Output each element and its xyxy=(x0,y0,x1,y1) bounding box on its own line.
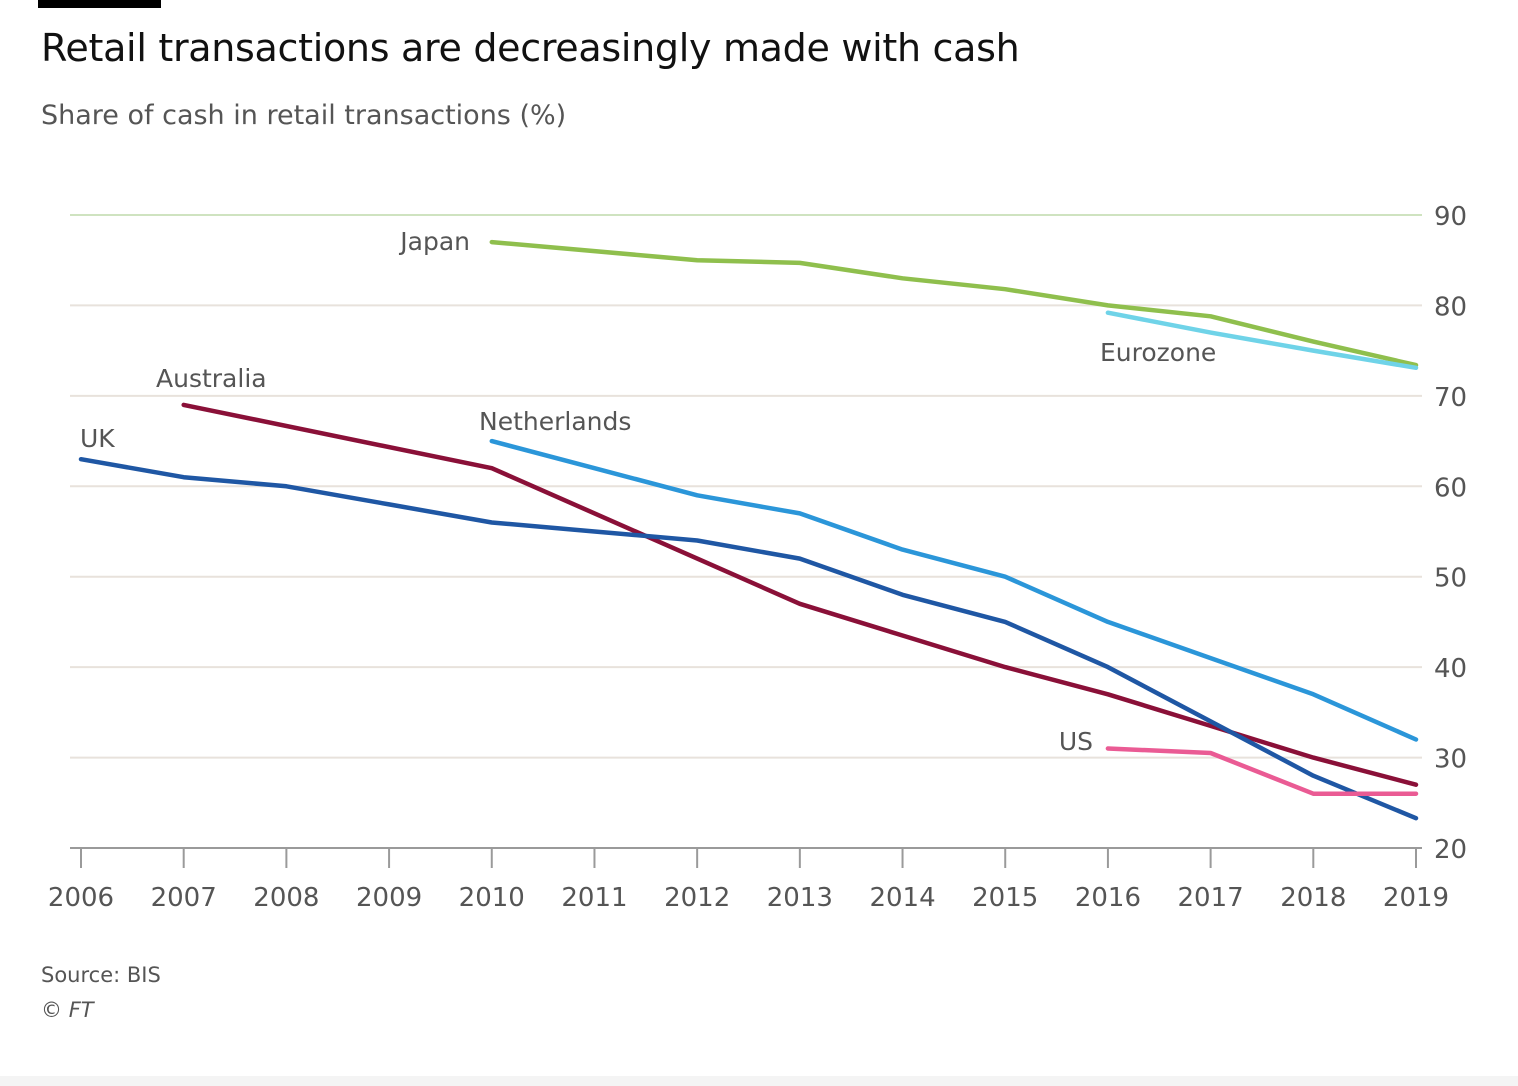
x-tick-label-2006: 2006 xyxy=(48,883,114,913)
copyright-note: © FT xyxy=(41,998,94,1022)
x-tick-label-2017: 2017 xyxy=(1178,883,1244,913)
y-tick-label-60: 60 xyxy=(1434,473,1467,503)
series-line-uk xyxy=(78,456,1419,821)
brand-bar xyxy=(38,0,161,8)
x-tick-label-2011: 2011 xyxy=(561,883,627,913)
y-axis-ticks: 20 30 40 50 60 70 80 90 xyxy=(1434,202,1467,865)
series-label-netherlands: Netherlands xyxy=(479,407,631,436)
y-tick-label-80: 80 xyxy=(1434,292,1467,322)
y-tick-label-20: 20 xyxy=(1434,835,1467,865)
series-line-netherlands xyxy=(489,438,1419,742)
series-line-eurozone xyxy=(1105,310,1419,371)
x-tick-label-2008: 2008 xyxy=(253,883,319,913)
gridlines xyxy=(70,214,1422,759)
footer-band xyxy=(0,1076,1518,1086)
copyright-brand: FT xyxy=(68,998,94,1022)
series-label-eurozone: Eurozone xyxy=(1100,338,1216,367)
y-tick-label-30: 30 xyxy=(1434,745,1467,775)
x-tick-label-2013: 2013 xyxy=(767,883,833,913)
x-tick-label-2014: 2014 xyxy=(869,883,935,913)
series-line-us xyxy=(1105,746,1419,796)
series-lines xyxy=(78,239,1419,821)
x-tick-label-2012: 2012 xyxy=(664,883,730,913)
y-tick-label-90: 90 xyxy=(1434,202,1467,232)
x-axis: 2006 2007 2008 2009 2010 2011 2012 2013 2014 2015… xyxy=(48,847,1449,913)
series-labels: Japan Eurozone Australia UK Netherlands US xyxy=(80,227,1216,756)
chart-title: Retail transactions are decreasingly mad… xyxy=(41,26,1020,70)
series-label-uk: UK xyxy=(80,424,115,453)
copyright-symbol: © xyxy=(41,998,62,1022)
chart-subtitle: Share of cash in retail transactions (%) xyxy=(41,100,567,131)
y-tick-label-70: 70 xyxy=(1434,383,1467,413)
series-label-australia: Australia xyxy=(156,364,267,393)
series-line-australia xyxy=(181,402,1419,787)
x-tick-label-2018: 2018 xyxy=(1280,883,1346,913)
x-tick-label-2009: 2009 xyxy=(356,883,422,913)
series-line-japan xyxy=(489,239,1419,368)
y-tick-label-50: 50 xyxy=(1434,564,1467,594)
series-label-japan: Japan xyxy=(398,227,470,256)
x-tick-label-2015: 2015 xyxy=(972,883,1038,913)
source-note: Source: BIS xyxy=(41,963,161,987)
series-label-us: US xyxy=(1059,727,1093,756)
x-tick-label-2007: 2007 xyxy=(151,883,217,913)
x-tick-label-2016: 2016 xyxy=(1075,883,1141,913)
y-tick-label-40: 40 xyxy=(1434,654,1467,684)
x-tick-label-2019: 2019 xyxy=(1383,883,1449,913)
line-chart: 20 30 40 50 60 70 80 90 2006 2007 2008 2009 2010 201… xyxy=(48,202,1467,913)
x-tick-label-2010: 2010 xyxy=(459,883,525,913)
